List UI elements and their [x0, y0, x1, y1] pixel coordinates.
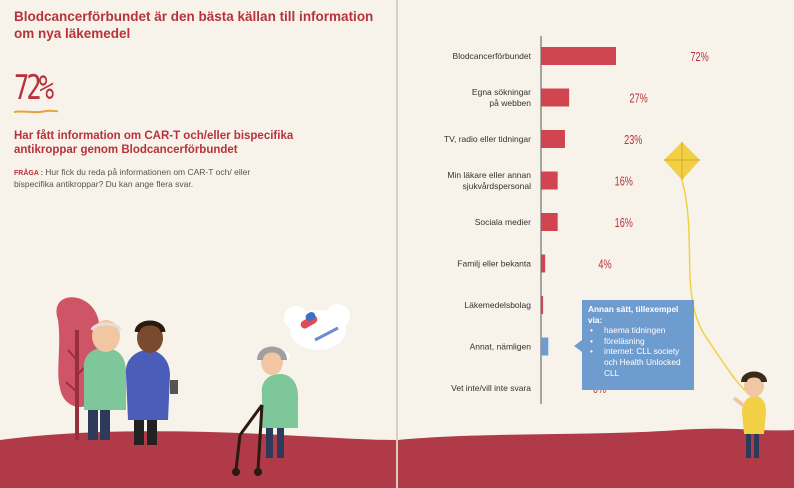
medicine-thought-bubble	[277, 304, 350, 369]
right-ground	[398, 428, 794, 488]
category-label: Vet inte/vill inte svara	[451, 383, 531, 393]
boy-figure	[732, 371, 767, 458]
bar	[541, 337, 549, 356]
question-label: FRÅGA :	[14, 170, 43, 177]
value-label: 23%	[624, 134, 642, 148]
elderly-man-figure	[83, 320, 126, 440]
kite-boy-illustration	[398, 142, 794, 488]
category-label: Läkemedelsbolag	[464, 300, 531, 310]
highlight-percent: 72%	[14, 68, 54, 108]
bar	[541, 88, 570, 107]
woman-with-walker-figure	[232, 346, 298, 476]
bar	[541, 213, 558, 231]
value-label: 27%	[630, 92, 648, 106]
value-label: 16%	[615, 217, 633, 231]
bar	[541, 296, 544, 314]
source-bar-chart: 72% Blodcancerförbundet 27% Egna sökningarp…	[444, 36, 709, 404]
category-label: på webben	[489, 98, 531, 108]
ground	[0, 431, 396, 488]
callout-item: internet: CLL society och Health Unlocke…	[588, 346, 688, 378]
category-label: Annat, nämligen	[470, 342, 532, 352]
category-label: Blodcancerförbundet	[453, 51, 532, 61]
bar	[541, 254, 546, 273]
left-panel: Blodcancerförbundet är den bästa källan …	[0, 0, 396, 488]
category-label: Min läkare eller annan	[447, 170, 531, 180]
callout-pointer	[574, 340, 582, 352]
category-label: Familj eller bekanta	[457, 259, 531, 269]
bar	[541, 47, 616, 65]
underline-icon	[14, 109, 58, 114]
callout-list: haema tidningen föreläsning internet: CL…	[588, 325, 688, 378]
kite-icon	[664, 142, 751, 396]
value-label: 72%	[691, 51, 709, 65]
page-spine	[396, 0, 398, 488]
category-label: Sociala medier	[475, 217, 531, 227]
page-title: Blodcancerförbundet är den bästa källan …	[14, 9, 374, 41]
category-label: sjukvårdspersonal	[462, 181, 531, 191]
question-text: FRÅGA : Hur fick du reda på informatione…	[14, 167, 274, 190]
right-panel: 72% Blodcancerförbundet 27% Egna sökningar p…	[398, 0, 794, 488]
category-label: TV, radio eller tidningar	[444, 134, 531, 144]
callout-item: föreläsning	[588, 336, 688, 347]
category-label: Egna sökningar	[472, 87, 531, 97]
people-illustration	[0, 297, 396, 488]
bar	[541, 130, 565, 148]
man-blue-sweater-figure	[125, 320, 178, 445]
callout-title: Annan sätt, tillexempel via:	[588, 304, 679, 325]
bar	[541, 171, 558, 190]
question-body: Hur fick du reda på informationen om CAR…	[14, 167, 251, 189]
other-sources-callout: Annan sätt, tillexempel via: haema tidni…	[582, 300, 694, 390]
highlight-text: Har fått information om CAR-T och/eller …	[14, 130, 294, 156]
value-label: 16%	[615, 175, 633, 189]
value-label: 4%	[598, 258, 611, 272]
callout-item: haema tidningen	[588, 325, 688, 336]
